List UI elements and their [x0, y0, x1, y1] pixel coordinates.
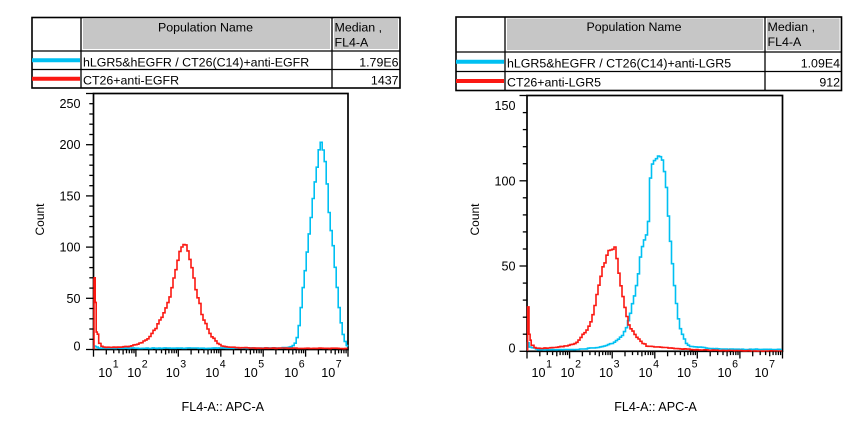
- svg-text:10: 10: [98, 366, 112, 380]
- svg-text:hLGR5&hEGFR / CT26(C14)+anti-E: hLGR5&hEGFR / CT26(C14)+anti-EGFR: [83, 55, 309, 69]
- svg-text:10: 10: [321, 366, 335, 380]
- svg-text:10: 10: [127, 366, 141, 380]
- svg-text:10: 10: [755, 366, 769, 380]
- svg-text:Median ,: Median ,: [335, 21, 383, 35]
- svg-text:5: 5: [258, 359, 264, 371]
- svg-text:150: 150: [494, 99, 515, 113]
- svg-text:4: 4: [220, 359, 226, 371]
- svg-text:3: 3: [614, 359, 620, 371]
- svg-text:50: 50: [66, 292, 80, 306]
- svg-text:200: 200: [59, 138, 80, 152]
- svg-text:1: 1: [546, 359, 552, 371]
- svg-text:10: 10: [718, 366, 732, 380]
- svg-text:1.09E4: 1.09E4: [801, 56, 840, 70]
- svg-text:FL4-A: FL4-A: [335, 36, 369, 50]
- svg-text:5: 5: [692, 359, 698, 371]
- svg-text:6: 6: [299, 359, 305, 371]
- svg-text:CT26+anti-EGFR: CT26+anti-EGFR: [83, 74, 179, 88]
- svg-text:150: 150: [59, 189, 80, 203]
- svg-text:1437: 1437: [371, 74, 399, 88]
- svg-text:10: 10: [561, 366, 575, 380]
- svg-text:10: 10: [639, 366, 653, 380]
- svg-text:Count: Count: [33, 203, 47, 236]
- svg-text:7: 7: [336, 359, 342, 371]
- svg-text:3: 3: [180, 359, 186, 371]
- svg-text:250: 250: [59, 97, 80, 111]
- svg-text:50: 50: [501, 260, 515, 274]
- svg-text:10: 10: [599, 366, 613, 380]
- svg-text:2: 2: [575, 359, 581, 371]
- svg-text:Population Name: Population Name: [586, 20, 681, 34]
- svg-text:7: 7: [769, 359, 775, 371]
- svg-text:FL4-A:: APC-A: FL4-A:: APC-A: [182, 400, 265, 414]
- svg-text:0: 0: [73, 340, 80, 354]
- svg-text:Population Name: Population Name: [158, 21, 253, 35]
- svg-text:10: 10: [284, 366, 298, 380]
- svg-text:100: 100: [494, 174, 515, 188]
- svg-text:CT26+anti-LGR5: CT26+anti-LGR5: [507, 76, 601, 90]
- svg-text:10: 10: [205, 366, 219, 380]
- svg-text:100: 100: [59, 241, 80, 255]
- svg-text:FL4-A: FL4-A: [768, 35, 802, 49]
- svg-text:10: 10: [532, 366, 546, 380]
- svg-text:10: 10: [677, 366, 691, 380]
- svg-text:1: 1: [113, 359, 119, 371]
- svg-text:2: 2: [142, 359, 148, 371]
- svg-text:0: 0: [508, 341, 515, 355]
- svg-text:FL4-A:: APC-A: FL4-A:: APC-A: [614, 400, 697, 414]
- svg-text:Median ,: Median ,: [768, 20, 816, 34]
- svg-text:1.79E6: 1.79E6: [359, 55, 398, 69]
- svg-text:6: 6: [732, 359, 738, 371]
- svg-text:10: 10: [166, 366, 180, 380]
- svg-text:10: 10: [244, 366, 258, 380]
- svg-text:4: 4: [653, 359, 659, 371]
- svg-text:Count: Count: [468, 203, 482, 236]
- svg-text:912: 912: [819, 76, 840, 90]
- svg-text:hLGR5&hEGFR / CT26(C14)+anti-L: hLGR5&hEGFR / CT26(C14)+anti-LGR5: [507, 56, 731, 70]
